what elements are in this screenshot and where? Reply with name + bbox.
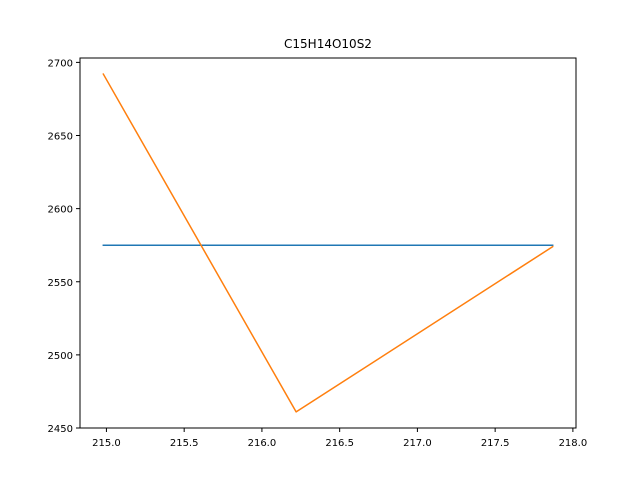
y-tick-label: 2550 [48,278,73,289]
x-tick-label: 217.0 [403,438,432,449]
y-tick-label: 2650 [48,132,73,143]
y-tick-label: 2700 [48,58,73,69]
series-line-2 [102,73,554,413]
x-tick-label: 216.5 [325,438,354,449]
axes-frame [79,57,577,429]
chart-title: C15H14O10S2 [284,37,372,51]
y-tick-label: 2500 [48,351,73,362]
x-tick-label: 218.0 [559,438,588,449]
x-axis: 215.0 215.5 216.0 216.5 217.0 217.5 218.0 [92,428,587,449]
x-tick-label: 215.5 [170,438,199,449]
y-tick-label: 2600 [48,205,73,216]
x-tick-label: 215.0 [92,438,121,449]
x-tick-label: 216.0 [248,438,277,449]
y-axis: 2450 2500 2550 2600 2650 2700 [48,58,80,435]
series-layer [102,73,554,413]
x-tick-label: 217.5 [481,438,510,449]
y-tick-label: 2450 [48,424,73,435]
